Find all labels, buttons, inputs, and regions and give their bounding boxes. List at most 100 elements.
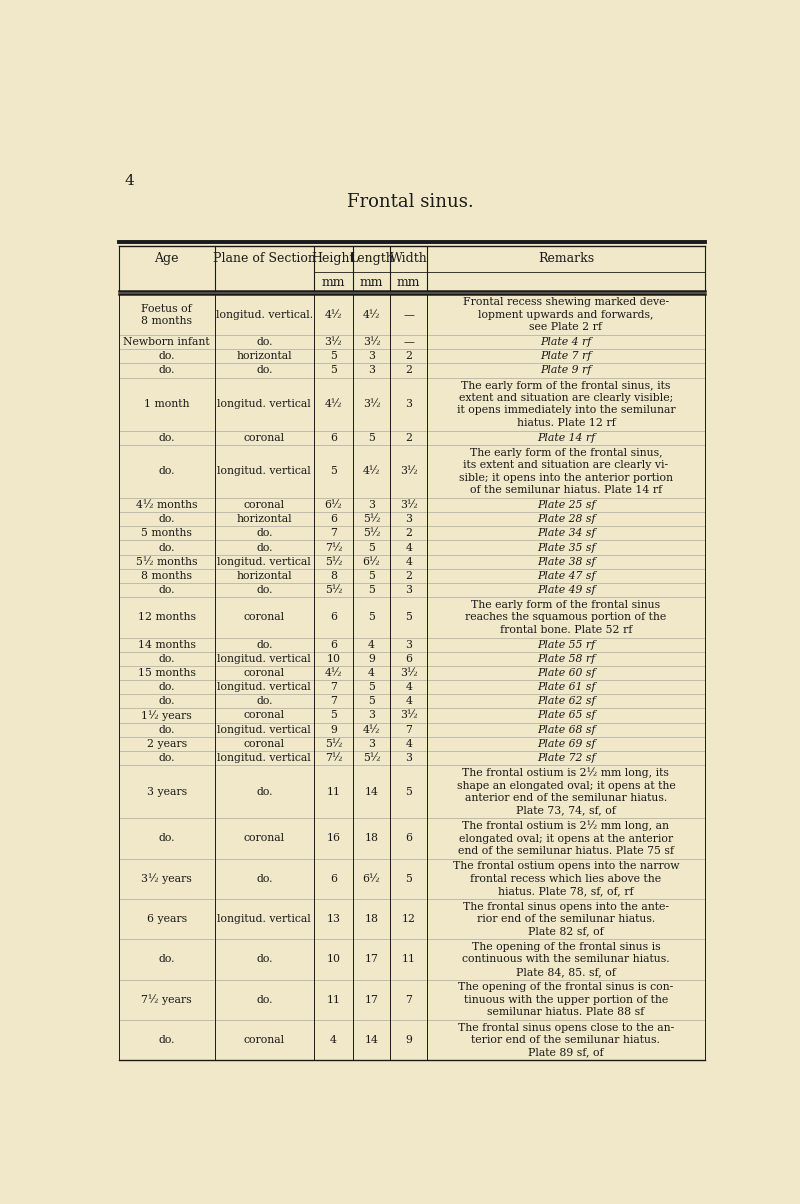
Text: 6: 6: [406, 654, 412, 663]
Text: Length: Length: [349, 253, 394, 265]
Text: 8 months: 8 months: [141, 571, 192, 580]
Text: 3: 3: [368, 739, 375, 749]
Text: 3: 3: [406, 514, 412, 524]
Text: 4½: 4½: [363, 309, 380, 320]
Text: 4: 4: [125, 175, 134, 188]
Text: 3½: 3½: [362, 337, 380, 347]
Text: do.: do.: [158, 725, 175, 734]
Text: 15 months: 15 months: [138, 668, 195, 678]
Text: 3: 3: [406, 585, 412, 595]
Text: Frontal sinus.: Frontal sinus.: [346, 193, 474, 211]
Text: 4: 4: [330, 1035, 337, 1045]
Text: 4½: 4½: [363, 466, 380, 477]
Text: 14: 14: [365, 1035, 378, 1045]
Text: do.: do.: [256, 696, 273, 707]
Text: Plate 60 sf: Plate 60 sf: [537, 668, 595, 678]
Text: do.: do.: [256, 543, 273, 553]
Text: coronal: coronal: [244, 833, 285, 843]
Text: 4: 4: [368, 668, 375, 678]
Text: longitud. vertical: longitud. vertical: [218, 556, 311, 567]
Text: Plate 49 sf: Plate 49 sf: [537, 585, 595, 595]
Text: 4: 4: [406, 696, 412, 707]
Text: longitud. vertical: longitud. vertical: [218, 399, 311, 409]
Text: longitud. vertical: longitud. vertical: [218, 725, 311, 734]
Text: —: —: [403, 337, 414, 347]
Text: coronal: coronal: [244, 432, 285, 443]
Text: 3½: 3½: [325, 337, 342, 347]
Text: do.: do.: [158, 514, 175, 524]
Text: 14: 14: [365, 786, 378, 797]
Text: 4: 4: [406, 739, 412, 749]
Text: 3½: 3½: [400, 500, 418, 510]
Text: do.: do.: [158, 432, 175, 443]
Text: 12: 12: [402, 914, 416, 925]
Text: Newborn infant: Newborn infant: [123, 337, 210, 347]
Text: do.: do.: [158, 1035, 175, 1045]
Text: 5: 5: [330, 466, 337, 477]
Text: Plate 35 sf: Plate 35 sf: [537, 543, 595, 553]
Text: longitud. vertical: longitud. vertical: [218, 752, 311, 763]
Text: coronal: coronal: [244, 1035, 285, 1045]
Text: 3½: 3½: [362, 399, 380, 409]
Text: do.: do.: [256, 874, 273, 884]
Text: 10: 10: [326, 955, 341, 964]
Text: 4: 4: [406, 543, 412, 553]
Text: The opening of the frontal sinus is
continuous with the semilunar hiatus.
Plate : The opening of the frontal sinus is cont…: [462, 942, 670, 976]
Text: 3: 3: [406, 752, 412, 763]
Text: 3½: 3½: [400, 466, 418, 477]
Text: The frontal ostium is 2½ mm long, an
elongated oval; it opens at the anterior
en: The frontal ostium is 2½ mm long, an elo…: [458, 821, 674, 856]
Text: do.: do.: [158, 683, 175, 692]
Text: Plate 65 sf: Plate 65 sf: [537, 710, 595, 720]
Text: Age: Age: [154, 253, 179, 265]
Text: 4½: 4½: [325, 309, 342, 320]
Text: 5½: 5½: [325, 556, 342, 567]
Text: do.: do.: [158, 543, 175, 553]
Text: do.: do.: [256, 786, 273, 797]
Text: The early form of the frontal sinus
reaches the squamous portion of the
frontal : The early form of the frontal sinus reac…: [466, 600, 666, 635]
Text: 12 months: 12 months: [138, 613, 196, 622]
Text: do.: do.: [158, 696, 175, 707]
Text: —: —: [403, 309, 414, 320]
Text: longitud. vertical: longitud. vertical: [218, 654, 311, 663]
Text: 4½: 4½: [325, 668, 342, 678]
Text: 5: 5: [330, 352, 337, 361]
Text: do.: do.: [158, 366, 175, 376]
Text: 7: 7: [330, 529, 337, 538]
Text: Plate 72 sf: Plate 72 sf: [537, 752, 595, 763]
Text: do.: do.: [158, 352, 175, 361]
Text: 3½: 3½: [400, 668, 418, 678]
Text: 4½ months: 4½ months: [136, 500, 198, 510]
Text: Plate 7 rf: Plate 7 rf: [540, 352, 591, 361]
Text: 2: 2: [406, 571, 412, 580]
Text: 7: 7: [406, 995, 412, 1005]
Text: 5½ months: 5½ months: [136, 556, 198, 567]
Text: 7½: 7½: [325, 752, 342, 763]
Text: 6: 6: [330, 514, 337, 524]
Text: Remarks: Remarks: [538, 253, 594, 265]
Text: 5½: 5½: [363, 514, 380, 524]
Text: 17: 17: [365, 995, 378, 1005]
Text: 5 months: 5 months: [142, 529, 192, 538]
Text: 4: 4: [406, 683, 412, 692]
Text: do.: do.: [158, 833, 175, 843]
Text: Plate 34 sf: Plate 34 sf: [537, 529, 595, 538]
Text: 3: 3: [368, 500, 375, 510]
Text: longitud. vertical: longitud. vertical: [218, 466, 311, 477]
Text: 2: 2: [406, 366, 412, 376]
Text: 17: 17: [365, 955, 378, 964]
Text: 13: 13: [326, 914, 341, 925]
Text: coronal: coronal: [244, 500, 285, 510]
Text: mm: mm: [322, 276, 345, 289]
Text: 11: 11: [326, 995, 341, 1005]
Text: Plate 55 rf: Plate 55 rf: [537, 639, 595, 650]
Text: do.: do.: [256, 366, 273, 376]
Text: 9: 9: [330, 725, 337, 734]
Text: 6: 6: [330, 432, 337, 443]
Text: 2: 2: [406, 529, 412, 538]
Text: Height: Height: [312, 253, 355, 265]
Text: 14 months: 14 months: [138, 639, 195, 650]
Text: 18: 18: [365, 914, 378, 925]
Text: Plate 14 rf: Plate 14 rf: [537, 432, 595, 443]
Text: do.: do.: [256, 639, 273, 650]
Text: 7½ years: 7½ years: [142, 995, 192, 1005]
